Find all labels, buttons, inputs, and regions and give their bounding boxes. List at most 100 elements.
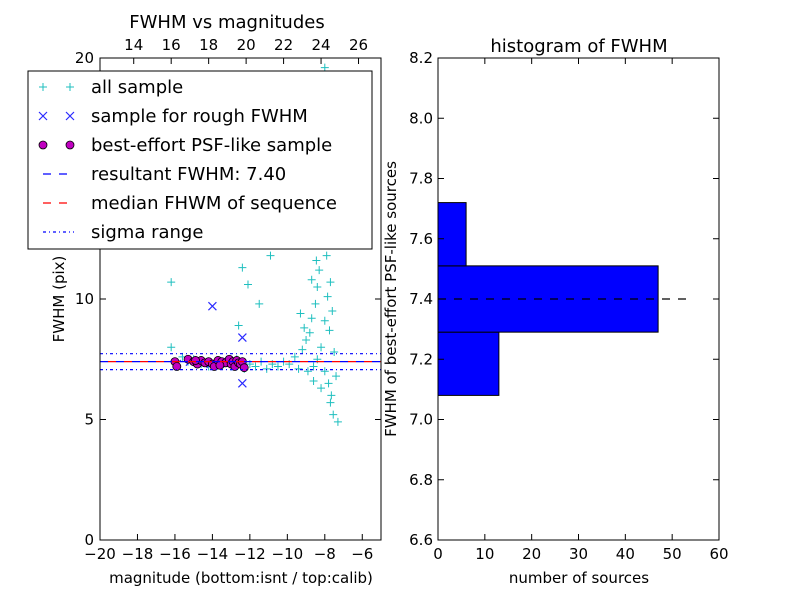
scatter-top-tick-label-2: 18 (199, 36, 218, 54)
scatter-point-all-sample-0 (167, 278, 176, 287)
scatter-point-all-sample-35 (320, 316, 329, 325)
legend-entry-resultant-fwhm: resultant FWHM: 7.40 (91, 164, 286, 185)
scatter-point-all-sample-60 (296, 309, 305, 318)
legend-marker-all-sample-b (66, 83, 74, 91)
histogram-x-tick-label-5: 50 (663, 545, 682, 563)
histogram-axes: 0 10 20 30 40 50 60 6.6 6.8 7.0 7.2 7.4 7.6 7.8 8.0 8.2 (409, 49, 728, 563)
scatter-top-tick-label-4: 22 (274, 36, 293, 54)
legend-entry-psf-like: best-effort PSF-like sample (91, 135, 332, 156)
histogram-y-tick-label-2: 7.0 (409, 411, 433, 429)
histogram-y-tick-label-6: 7.8 (409, 170, 433, 188)
scatter-x-tick-label-5: −10 (272, 545, 304, 563)
scatter-point-all-sample-17 (273, 362, 282, 371)
scatter-axes: −20 −18 −16 −14 −12 −10 −8 −6 0 5 10 20 14 16 18 20 22 24… (75, 36, 382, 563)
legend-entry-sigma-range: sigma range (91, 222, 203, 243)
scatter-top-tick-label-3: 20 (237, 36, 256, 54)
scatter-x-axis-label: magnitude (bottom:isnt / top:calib) (109, 569, 373, 587)
scatter-point-all-sample-50 (320, 63, 329, 72)
scatter-y-tick-label-1: 5 (84, 411, 94, 429)
scatter-top-tick-label-1: 16 (162, 36, 181, 54)
histogram-x-tick-label-3: 30 (569, 545, 588, 563)
scatter-top-tick-label-6: 26 (349, 36, 368, 54)
scatter-point-all-sample-23 (302, 335, 311, 344)
histogram-bar-2 (437, 202, 467, 267)
histogram-x-axis-label: number of sources (509, 569, 649, 587)
scatter-point-all-sample-46 (332, 372, 341, 381)
histogram-y-axis-label: FWHM of best-effort PSF-like sources (382, 161, 400, 437)
scatter-x-tick-label-7: −6 (351, 545, 373, 563)
scatter-point-all-sample-54 (309, 362, 318, 371)
scatter-point-all-sample-21 (294, 364, 303, 373)
scatter-point-all-sample-43 (328, 307, 337, 316)
scatter-point-all-sample-44 (329, 410, 338, 419)
scatter-point-best-effort-psf-like-sample-21 (239, 363, 249, 373)
scatter-x-tick-label-0: −20 (84, 545, 116, 563)
legend-marker-psf-like-a (38, 140, 48, 150)
scatter-top-tick-label-5: 24 (312, 36, 331, 54)
scatter-point-all-sample-25 (305, 328, 314, 337)
scatter-point-all-sample-47 (333, 417, 342, 426)
legend-entry-rough-fwhm: sample for rough FWHM (91, 106, 308, 127)
scatter-top-tick-label-0: 14 (124, 36, 143, 54)
scatter-point-all-sample-37 (322, 251, 331, 260)
scatter-point-all-sample-30 (315, 266, 324, 275)
scatter-data-layer (100, 63, 381, 426)
scatter-y-tick-label-2: 10 (75, 290, 94, 308)
legend-marker-all-sample-a (39, 83, 47, 91)
scatter-point-all-sample-45 (330, 348, 339, 357)
scatter-point-sample-for-rough-fwhm-0 (207, 301, 217, 311)
scatter-point-all-sample-42 (327, 391, 336, 400)
histogram-x-tick-label-0: 0 (433, 545, 443, 563)
scatter-point-all-sample-59 (307, 275, 316, 284)
legend-entry-median-fwhm: median FHWM of sequence (91, 193, 337, 214)
histogram-x-tick-label-2: 20 (522, 545, 541, 563)
histogram-x-tick-label-1: 10 (475, 545, 494, 563)
scatter-point-all-sample-27 (309, 376, 318, 385)
scatter-point-all-sample-57 (326, 398, 335, 407)
histogram-y-tick-label-1: 6.8 (409, 471, 433, 489)
scatter-point-all-sample-63 (266, 251, 275, 260)
scatter-point-sample-for-rough-fwhm-1 (237, 333, 247, 342)
scatter-title: FWHM vs magnitudes (129, 12, 324, 33)
histogram-y-tick-label-8: 8.2 (409, 49, 433, 67)
scatter-point-all-sample-13 (251, 362, 260, 371)
scatter-y-tick-label-3: 20 (75, 49, 94, 67)
scatter-point-all-sample-38 (323, 292, 332, 301)
histogram-y-tick-label-5: 7.6 (409, 230, 433, 248)
scatter-point-all-sample-20 (290, 352, 299, 361)
histogram-x-tick-label-4: 40 (616, 545, 635, 563)
scatter-point-best-effort-psf-like-sample-22 (215, 360, 225, 370)
scatter-point-all-sample-71 (312, 256, 321, 265)
scatter-point-all-sample-24 (303, 367, 312, 376)
histogram-y-tick-label-0: 6.6 (409, 531, 433, 549)
scatter-point-all-sample-65 (243, 280, 252, 289)
histogram-y-tick-label-4: 7.4 (409, 290, 433, 308)
scatter-point-all-sample-1 (167, 343, 176, 352)
scatter-point-all-sample-22 (298, 345, 307, 354)
scatter-point-all-sample-26 (307, 314, 316, 323)
scatter-point-all-sample-64 (238, 263, 247, 272)
scatter-point-all-sample-40 (325, 326, 334, 335)
scatter-point-all-sample-31 (317, 384, 326, 393)
scatter-x-tick-label-2: −16 (159, 545, 191, 563)
histogram-y-tick-label-7: 8.0 (409, 109, 433, 127)
scatter-point-best-effort-psf-like-sample-1 (172, 362, 182, 371)
histogram-title: histogram of FWHM (490, 36, 667, 57)
legend-marker-rough-fwhm-b (65, 111, 75, 121)
histogram-y-tick-label-3: 7.2 (409, 350, 433, 368)
scatter-x-tick-label-3: −14 (197, 545, 229, 563)
histogram-x-tick-label-6: 60 (709, 545, 728, 563)
histogram-bar-0 (437, 331, 500, 396)
legend-entry-all-sample: all sample (91, 77, 183, 98)
scatter-point-all-sample-66 (255, 299, 264, 308)
scatter-point-all-sample-56 (324, 379, 333, 388)
scatter-point-best-effort-psf-like-sample-23 (191, 356, 200, 365)
scatter-x-tick-label-6: −8 (314, 545, 336, 563)
scatter-point-all-sample-41 (326, 278, 335, 287)
scatter-point-all-sample-67 (234, 321, 243, 330)
scatter-point-all-sample-28 (311, 299, 320, 308)
legend-samples (38, 83, 75, 233)
scatter-point-all-sample-55 (320, 367, 329, 376)
scatter-x-tick-label-1: −18 (122, 545, 154, 563)
